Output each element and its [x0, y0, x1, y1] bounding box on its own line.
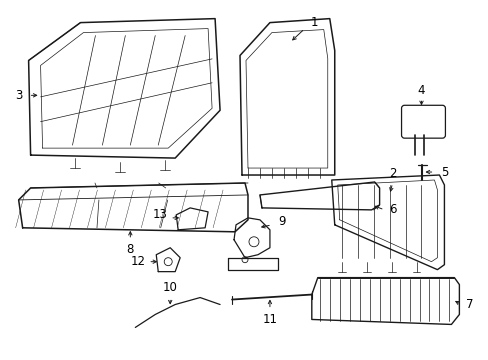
FancyBboxPatch shape: [401, 105, 445, 138]
Text: 1: 1: [310, 16, 318, 29]
Text: 7: 7: [465, 298, 472, 311]
Text: 10: 10: [163, 281, 177, 294]
Text: 4: 4: [417, 84, 425, 97]
Text: 8: 8: [126, 243, 134, 256]
Text: 12: 12: [130, 255, 145, 268]
Text: 11: 11: [262, 313, 277, 326]
Text: 6: 6: [388, 203, 395, 216]
Text: 3: 3: [15, 89, 22, 102]
Text: 2: 2: [388, 167, 395, 180]
Text: 5: 5: [440, 166, 447, 179]
Text: 9: 9: [278, 215, 285, 228]
Text: 13: 13: [152, 208, 167, 221]
